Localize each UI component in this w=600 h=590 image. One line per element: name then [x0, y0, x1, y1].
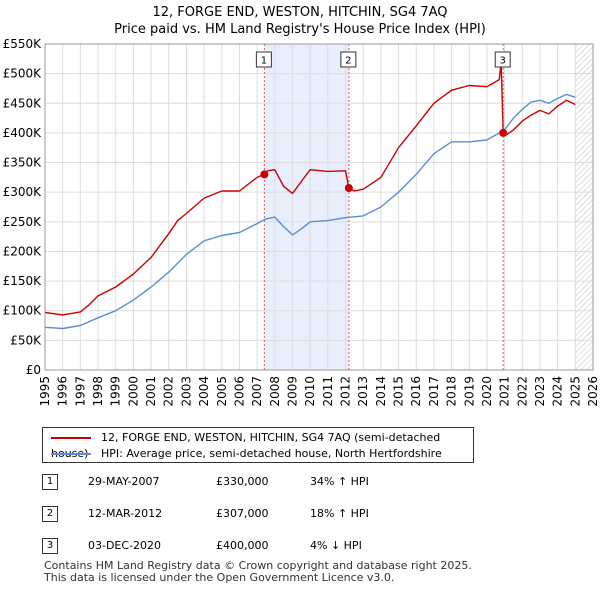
y-tick-label: £500K	[3, 67, 43, 81]
footer-attribution: Contains HM Land Registry data © Crown c…	[44, 560, 472, 584]
x-tick-label: 2011	[321, 376, 335, 407]
y-tick-label: £150K	[3, 274, 43, 288]
x-tick-label: 2021	[498, 376, 512, 407]
sale-price: £400,000	[216, 539, 269, 552]
sale-point	[344, 184, 353, 193]
x-tick-label: 1999	[109, 376, 123, 407]
series-line-property	[44, 61, 576, 316]
x-tick-label: 2017	[427, 376, 441, 407]
sale-marker-badge	[255, 51, 272, 68]
sale-hpi-diff: 34% ↑ HPI	[310, 475, 369, 488]
legend-swatch-hpi	[51, 453, 91, 455]
x-tick-label: 1997	[73, 376, 87, 407]
sale-marker-label: 1	[261, 56, 267, 67]
x-tick-label: 2015	[392, 376, 406, 407]
sale-marker-label: 3	[500, 56, 506, 67]
x-tick-label: 2003	[179, 376, 193, 407]
title-line-1: 12, FORGE END, WESTON, HITCHIN, SG4 7AQ	[152, 5, 448, 20]
x-tick-label: 2001	[144, 376, 158, 407]
legend-item-hpi: HPI: Average price, semi-detached house,…	[51, 446, 442, 462]
footer-line-2: This data is licensed under the Open Gov…	[44, 571, 395, 584]
x-tick-label: 2000	[126, 376, 140, 407]
y-tick-label: £350K	[3, 156, 43, 170]
plot-border	[44, 43, 594, 371]
x-tick-label: 2026	[586, 376, 600, 407]
x-tick-label: 2010	[303, 376, 317, 407]
sale-marker-label: 2	[345, 56, 351, 67]
sale-marker-badge	[340, 51, 357, 68]
x-tick-label: 2007	[250, 376, 264, 407]
sale-price: £307,000	[216, 507, 269, 520]
x-tick-label: 2020	[480, 376, 494, 407]
series-line-hpi	[44, 93, 576, 330]
x-tick-label: 2022	[515, 376, 529, 407]
x-tick-label: 2012	[339, 376, 353, 407]
title-line-2: Price paid vs. HM Land Registry's House …	[114, 22, 486, 37]
x-tick-label: 2013	[356, 376, 370, 407]
x-tick-label: 1995	[38, 376, 52, 407]
future-hatch	[575, 44, 593, 370]
plot-area: £0 £50K £100K £150K £200K £250K £300K £350K £400…	[3, 37, 600, 407]
y-tick-label: £400K	[3, 126, 43, 140]
sale-point	[499, 128, 508, 137]
y-tick-label: £100K	[3, 304, 43, 318]
sale-hpi-diff: 4% ↓ HPI	[310, 539, 362, 552]
legend-swatch-property	[51, 437, 91, 439]
x-tick-label: 2024	[551, 376, 565, 407]
highlight-band	[264, 44, 349, 370]
sale-price: £330,000	[216, 475, 269, 488]
y-tick-label: £550K	[3, 37, 43, 51]
footer-line-1: Contains HM Land Registry data © Crown c…	[44, 559, 472, 572]
x-tick-label: 2004	[197, 376, 211, 407]
y-tick-label: £0	[26, 363, 41, 377]
price-chart: £0 £50K £100K £150K £200K £250K £300K £350K £400…	[3, 37, 600, 407]
sale-point	[260, 170, 269, 179]
x-tick-label: 2002	[162, 376, 176, 407]
sale-date: 29-MAY-2007	[88, 475, 160, 488]
y-tick-label: £250K	[3, 215, 43, 229]
legend: 12, FORGE END, WESTON, HITCHIN, SG4 7AQ …	[42, 427, 474, 463]
x-tick-label: 2018	[445, 376, 459, 407]
y-tick-label: £300K	[3, 185, 43, 199]
y-tick-label: £50K	[10, 333, 42, 347]
sale-date: 03-DEC-2020	[88, 539, 162, 552]
x-tick-label: 2008	[268, 376, 282, 407]
sale-number-badge: 1	[42, 474, 58, 490]
x-tick-label: 2016	[409, 376, 423, 407]
sale-marker-badge	[494, 51, 511, 68]
x-tick-label: 2005	[215, 376, 229, 407]
y-tick-label: £450K	[3, 96, 43, 110]
y-tick-label: £200K	[3, 244, 43, 258]
x-tick-label: 2019	[462, 376, 476, 407]
sale-number-badge: 2	[42, 506, 58, 522]
x-tick-label: 1996	[56, 376, 70, 407]
sale-number-badge: 3	[42, 538, 58, 554]
x-tick-label: 2009	[285, 376, 299, 407]
chart-title: 12, FORGE END, WESTON, HITCHIN, SG4 7AQ …	[0, 4, 600, 38]
x-tick-label: 2025	[568, 376, 582, 407]
legend-label-hpi: HPI: Average price, semi-detached house,…	[101, 447, 442, 460]
x-tick-label: 2023	[533, 376, 547, 407]
x-tick-label: 2014	[374, 376, 388, 407]
x-tick-label: 2006	[232, 376, 246, 407]
legend-item-property: 12, FORGE END, WESTON, HITCHIN, SG4 7AQ …	[51, 430, 473, 460]
sale-date: 12-MAR-2012	[88, 507, 163, 520]
x-tick-label: 1998	[91, 376, 105, 407]
sale-hpi-diff: 18% ↑ HPI	[310, 507, 369, 520]
